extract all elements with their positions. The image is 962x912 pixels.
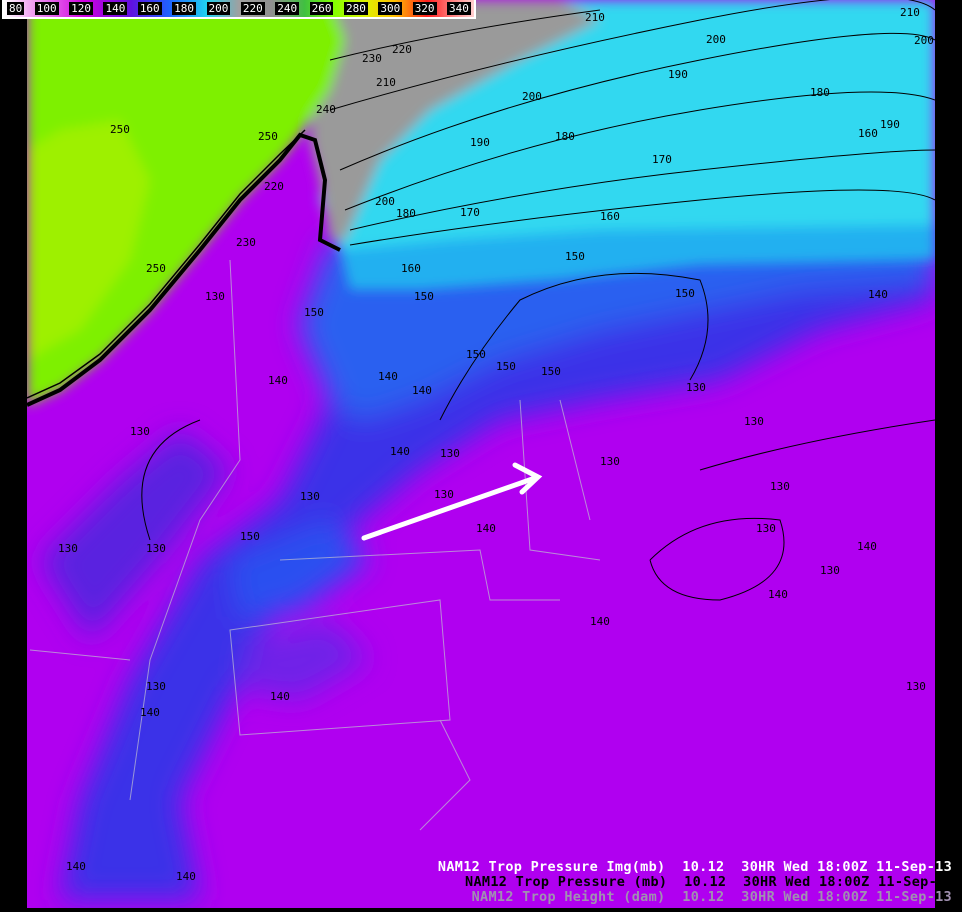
colorbar-label: 240 — [275, 2, 300, 15]
contour-label: 160 — [401, 262, 421, 275]
colorbar-label: 160 — [137, 2, 162, 15]
contour-label: 190 — [880, 118, 900, 131]
legend-trop-pressure-image: NAM12 Trop Pressure Img(mb) 10.12 30HR W… — [437, 859, 952, 875]
contour-label: 150 — [541, 365, 561, 378]
contour-label: 160 — [858, 127, 878, 140]
contour-label: 200 — [706, 33, 726, 46]
contour-label: 130 — [440, 447, 460, 460]
contour-label: 160 — [600, 210, 620, 223]
contour-label: 150 — [466, 348, 486, 361]
contour-label: 180 — [555, 130, 575, 143]
contour-label: 150 — [496, 360, 516, 373]
colorbar-label: 220 — [240, 2, 265, 15]
contour-label: 150 — [240, 530, 260, 543]
contour-label: 200 — [375, 195, 395, 208]
colorbar-label: 280 — [343, 2, 368, 15]
contour-label: 250 — [258, 130, 278, 143]
contour-label: 140 — [268, 374, 288, 387]
contour-label: 250 — [110, 123, 130, 136]
color-scale-bar: 80 100 120 140 160 180 200 220 240 260 280 300 320 34… — [2, 0, 476, 19]
colorbar-label: 200 — [206, 2, 231, 15]
contour-label: 130 — [770, 480, 790, 493]
contour-label: 130 — [600, 455, 620, 468]
contour-label: 180 — [396, 207, 416, 220]
contour-label: 250 — [146, 262, 166, 275]
contour-label: 190 — [470, 136, 490, 149]
contour-label: 140 — [378, 370, 398, 383]
contour-label: 200 — [522, 90, 542, 103]
colorbar-label: 340 — [447, 2, 471, 15]
colorbar-label: 80 — [7, 2, 25, 15]
contour-label: 140 — [140, 706, 160, 719]
contour-label: 130 — [744, 415, 764, 428]
contour-label: 130 — [756, 522, 776, 535]
contour-label: 130 — [146, 680, 166, 693]
contour-label: 190 — [668, 68, 688, 81]
colorbar-label: 300 — [378, 2, 403, 15]
contour-label: 180 — [810, 86, 830, 99]
colorbar-label: 140 — [103, 2, 128, 15]
colorbar-label: 260 — [309, 2, 334, 15]
colorbar-label: 120 — [69, 2, 93, 15]
contour-label: 130 — [130, 425, 150, 438]
colorbar-label: 100 — [34, 2, 59, 15]
contour-label: 150 — [414, 290, 434, 303]
contour-lines — [141, 0, 935, 601]
contour-label: 210 — [376, 76, 396, 89]
contour-label: 140 — [868, 288, 888, 301]
contour-label: 140 — [66, 860, 86, 873]
contour-label: 220 — [392, 43, 412, 56]
contour-label: 130 — [58, 542, 78, 555]
contour-label: 140 — [270, 690, 290, 703]
contour-label: 140 — [476, 522, 496, 535]
contour-label: 130 — [906, 680, 926, 693]
contour-label: 130 — [146, 542, 166, 555]
contour-label: 130 — [205, 290, 225, 303]
colorbar-label: 180 — [172, 2, 197, 15]
contour-label: 130 — [300, 490, 320, 503]
contour-label: 140 — [390, 445, 410, 458]
legend-trop-height: NAM12 Trop Height (dam) 10.12 30HR Wed 1… — [471, 889, 952, 905]
contour-label: 150 — [304, 306, 324, 319]
contour-label: 230 — [362, 52, 382, 65]
contour-label: 140 — [176, 870, 196, 883]
contour-label: 150 — [565, 250, 585, 263]
grey-region — [310, 0, 600, 240]
contour-label: 130 — [820, 564, 840, 577]
contour-label: 230 — [236, 236, 256, 249]
contour-label: 140 — [590, 615, 610, 628]
contour-label: 200 — [914, 34, 934, 47]
contour-label: 140 — [857, 540, 877, 553]
contour-label: 130 — [434, 488, 454, 501]
contour-label: 140 — [412, 384, 432, 397]
contour-label: 240 — [316, 103, 336, 116]
contour-label: 220 — [264, 180, 284, 193]
colorbar-label: 320 — [412, 2, 437, 15]
contour-label: 140 — [768, 588, 788, 601]
contour-label: 130 — [686, 381, 706, 394]
contour-label: 170 — [460, 206, 480, 219]
motion-arrow — [361, 462, 543, 541]
legend-trop-pressure-contour: NAM12 Trop Pressure (mb) 10.12 30HR Wed … — [465, 874, 937, 890]
contour-label: 210 — [585, 11, 605, 24]
state-borders — [29, 259, 601, 831]
contour-label: 150 — [675, 287, 695, 300]
green-high-region — [27, 0, 345, 405]
contour-label: 170 — [652, 153, 672, 166]
contour-label: 210 — [900, 6, 920, 19]
